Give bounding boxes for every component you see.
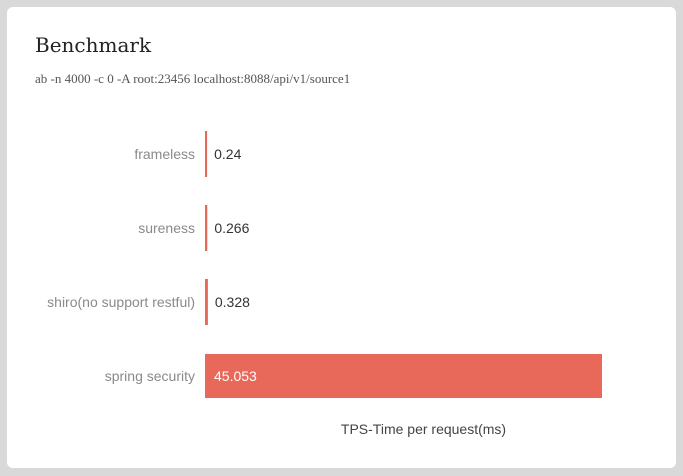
bar-shiro-no-support-restful bbox=[205, 279, 208, 325]
chart-subtitle: ab -n 4000 -c 0 -A root:23456 localhost:… bbox=[35, 71, 351, 86]
value-label: 0.266 bbox=[214, 220, 249, 236]
category-label: spring security bbox=[105, 368, 195, 384]
x-axis-label: TPS-Time per request(ms) bbox=[341, 421, 506, 437]
value-label: 0.328 bbox=[215, 294, 250, 310]
bar-frameless bbox=[205, 131, 208, 177]
bar-chart: frameless 0.24 sureness 0.266 shiro(no suppo… bbox=[47, 131, 602, 437]
value-label: 45.053 bbox=[214, 368, 257, 384]
chart-title: Benchmark bbox=[35, 33, 152, 57]
bar-sureness bbox=[205, 205, 208, 251]
value-label: 0.24 bbox=[214, 146, 241, 162]
category-label: frameless bbox=[134, 146, 195, 162]
bar-spring-security bbox=[205, 354, 602, 398]
chart-card: Benchmark ab -n 4000 -c 0 -A root:23456 … bbox=[7, 7, 676, 468]
category-label: sureness bbox=[138, 220, 195, 236]
category-label: shiro(no support restful) bbox=[47, 294, 195, 310]
